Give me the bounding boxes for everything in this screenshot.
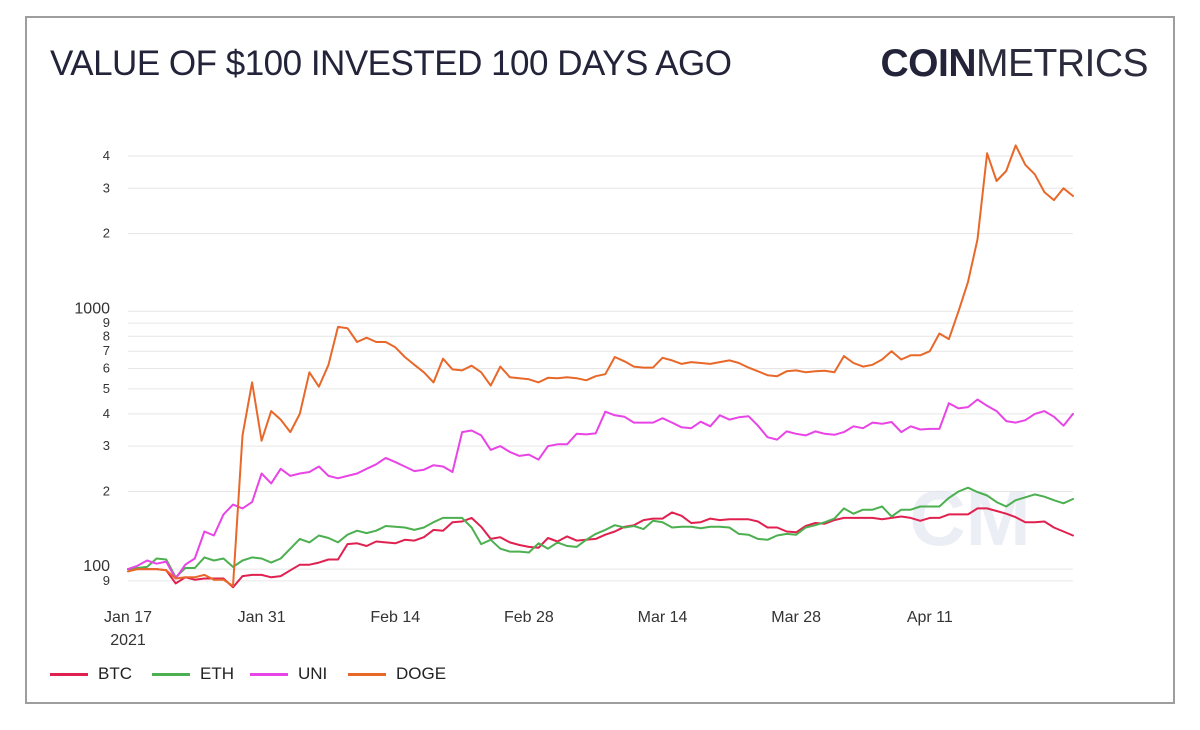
y-minor-tick-label: 8 (103, 328, 110, 343)
x-tick-label: Feb 14 (370, 609, 420, 626)
coinmetrics-logo: COINMETRICS (881, 42, 1149, 86)
x-tick-label: Apr 11 (907, 609, 953, 626)
legend-item-uni[interactable]: UNI (250, 664, 327, 684)
series-line-eth (127, 486, 1074, 579)
legend-label-doge: DOGE (396, 664, 447, 683)
legend-item-eth[interactable]: ETH (152, 664, 234, 684)
series-line-doge (127, 144, 1074, 587)
y-major-tick-label: 100 (83, 558, 110, 575)
legend-item-doge[interactable]: DOGE (348, 664, 446, 684)
chart-frame (25, 16, 1175, 704)
y-minor-tick-label: 5 (103, 381, 110, 396)
legend-swatch-btc (50, 672, 88, 676)
legend-label-btc: BTC (98, 664, 132, 683)
series-line-btc (127, 507, 1074, 589)
legend-label-eth: ETH (200, 664, 234, 683)
grid-lines (128, 155, 1073, 582)
chart-title: VALUE OF $100 INVESTED 100 DAYS AGO (50, 44, 732, 83)
legend-swatch-doge (348, 672, 386, 676)
logo-light-text: METRICS (976, 42, 1149, 85)
y-minor-tick-label: 7 (103, 343, 110, 358)
y-minor-tick-label: 9 (103, 315, 110, 330)
y-minor-tick-label: 2 (103, 226, 110, 241)
legend-label-uni: UNI (298, 664, 328, 683)
logo-bold-text: COIN (880, 42, 977, 85)
series-lines (127, 144, 1074, 589)
y-minor-tick-label: 3 (103, 438, 110, 453)
x-tick-sublabel: 2021 (110, 632, 146, 649)
legend-swatch-uni (250, 672, 288, 676)
x-tick-label: Jan 31 (238, 609, 286, 626)
y-minor-tick-label: 4 (103, 406, 110, 421)
y-minor-tick-label: 4 (103, 148, 110, 163)
y-minor-tick-label: 9 (103, 573, 110, 588)
y-major-tick-label: 1000 (74, 300, 110, 317)
legend-item-btc[interactable]: BTC (50, 664, 132, 684)
y-minor-tick-label: 2 (103, 484, 110, 499)
x-tick-label: Jan 17 (104, 609, 152, 626)
y-minor-tick-label: 6 (103, 360, 110, 375)
series-line-uni (127, 398, 1074, 580)
x-tick-label: Mar 28 (771, 609, 821, 626)
legend-swatch-eth (152, 672, 190, 676)
x-tick-label: Mar 14 (638, 609, 688, 626)
y-minor-tick-label: 3 (103, 180, 110, 195)
x-tick-label: Feb 28 (504, 609, 554, 626)
